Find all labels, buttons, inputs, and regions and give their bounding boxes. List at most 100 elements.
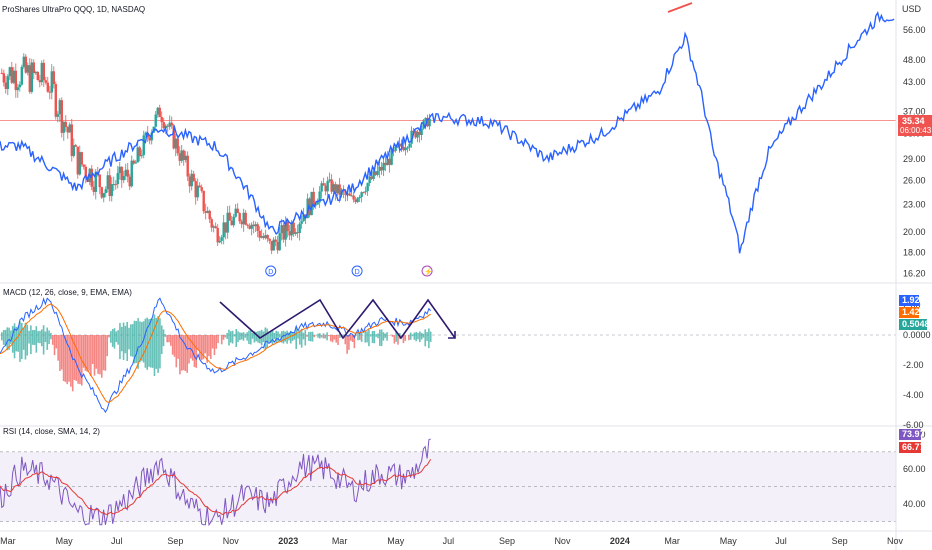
macd-histogram-bar [200,335,203,361]
candle [178,153,181,161]
candle [318,191,321,203]
macd-histogram-bar [62,335,65,382]
last-price-badge: 35.34 06:00:43 [898,115,932,136]
macd-histogram-bar [213,335,216,356]
candle [70,124,73,156]
candle [56,114,59,117]
candle [4,82,8,89]
candle [248,225,251,229]
macd-pane[interactable] [0,297,896,414]
macd-histogram-bar [324,335,327,339]
macd-histogram-bar [106,335,109,357]
macd-histogram-bar [202,335,205,360]
macd-histogram-bar [28,330,30,344]
macd-histogram-bar [237,331,239,343]
macd-histogram-bar [368,329,370,347]
candle [80,152,83,165]
time-tick-label: Mar [332,536,348,546]
macd-histogram-bar [393,335,396,344]
macd-histogram-bar [6,327,9,351]
rsi-line [0,438,431,527]
candle [206,210,209,213]
price-pane[interactable]: D D ⚡ [0,2,896,277]
rsi-pane[interactable] [0,438,896,527]
signal-value: 1.42 [902,307,920,317]
candle [408,143,411,148]
time-tick-label: Mar [664,536,680,546]
candle [20,66,24,85]
candle [386,158,389,166]
candle [130,160,133,187]
macd-histogram-bar [271,329,274,346]
macd-histogram-bar [297,333,299,339]
candle [394,146,397,151]
macd-histogram-bar [384,333,387,338]
price-tick-label: 20.00 [903,227,926,237]
macd-histogram-bar [170,335,172,346]
macd-histogram-bar [126,322,129,361]
macd-histogram-bar [99,335,101,375]
macd-value: 1.92 [902,295,920,305]
candle [90,168,93,187]
time-tick-label: Nov [887,536,904,546]
candle [326,181,329,192]
macd-histogram-bar [379,329,381,346]
macd-histogram-bar [210,335,212,360]
price-tick-label: 29.00 [903,154,926,164]
price-tick-label: 16.20 [903,268,926,278]
macd-histogram-bar [57,335,59,361]
macd-histogram-bar [53,335,56,356]
candle [266,235,269,239]
candle [74,145,77,147]
price-tick-label: 43.00 [903,77,926,87]
macd-histogram-bar [386,332,388,341]
macd-histogram-bar [420,332,423,340]
candle [160,116,163,123]
candle [42,62,45,81]
time-tick-label: May [387,536,405,546]
candle [196,185,199,198]
candle [106,175,109,190]
candle [256,224,259,231]
zigzag-arrowhead [448,331,456,339]
time-tick-label: May [56,536,74,546]
candle [358,196,361,199]
macd-histogram-bar [351,335,354,342]
macd-histogram-bar [222,335,225,340]
candle [424,117,427,121]
candle [240,221,243,225]
macd-histogram-bar [309,331,312,342]
candle [188,176,191,187]
macd-histogram-bar [46,327,49,350]
macd-histogram-bar [100,335,103,378]
price-tick-label: 48.00 [903,55,926,65]
macd-histogram-bar [319,333,321,339]
candle [300,221,303,224]
macd-histogram-bar [322,333,325,339]
macd-histogram-bar [217,335,219,344]
currency-label: USD [902,4,922,14]
candle [302,214,305,222]
macd-histogram-bar [153,314,156,377]
time-tick-label: 2024 [610,536,630,546]
macd-histogram-bar [240,332,243,340]
candle [258,230,261,238]
candle [208,210,211,220]
macd-histogram-bar [315,334,318,336]
candle [392,150,395,152]
candle [236,208,239,214]
macd-histogram-bar [150,318,152,368]
candle [120,166,123,181]
macd-histogram-bar [248,330,250,344]
candle [390,150,393,165]
macd-histogram-bar [295,327,298,350]
macd-histogram-bar [177,335,179,359]
candle [172,125,175,149]
macd-histogram-bar [82,335,85,368]
macd-histogram-bar [286,330,288,344]
time-tick-label: Jul [111,536,123,546]
macd-histogram-bar [157,316,159,373]
macd-histogram-bar [35,326,38,353]
macd-histogram-bar [42,325,45,355]
